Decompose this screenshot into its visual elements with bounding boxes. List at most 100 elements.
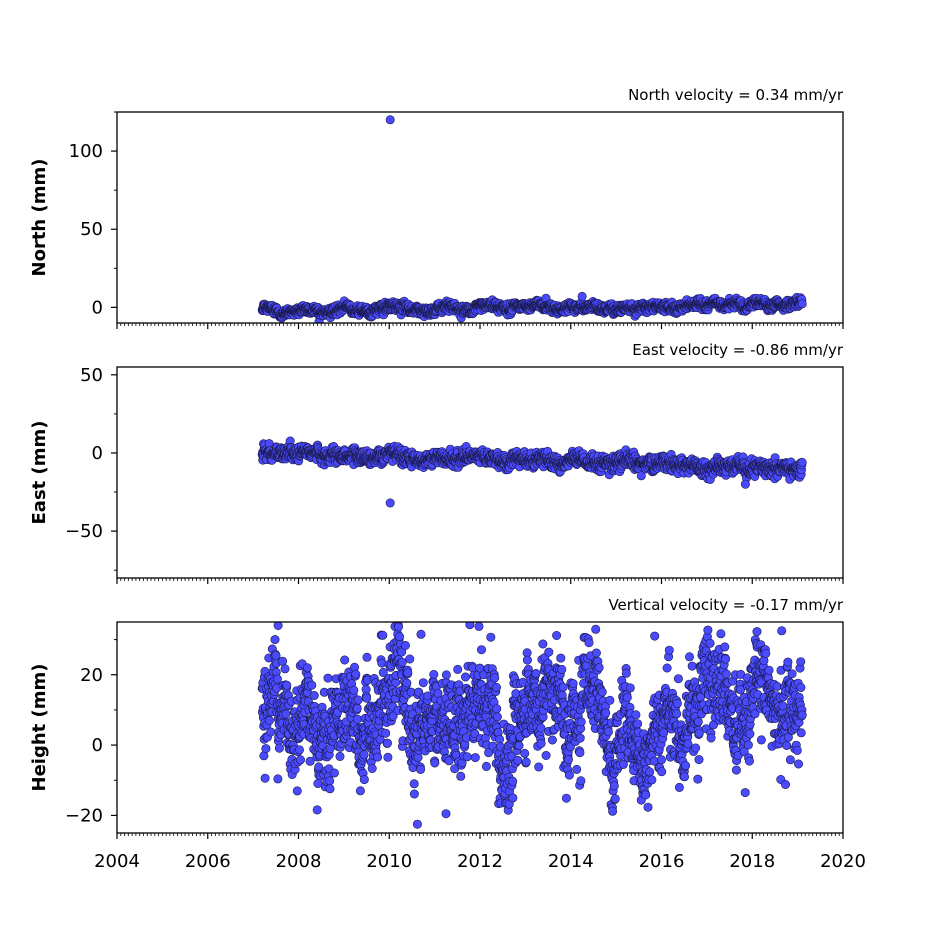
data-point (394, 631, 404, 641)
data-point (274, 743, 284, 753)
data-point (325, 776, 335, 786)
data-point (476, 645, 486, 655)
data-point (355, 786, 365, 796)
data-point (444, 756, 454, 766)
height-data-points (257, 613, 807, 829)
data-point (353, 695, 363, 705)
data-point (492, 712, 502, 722)
data-point (302, 663, 312, 673)
y-tick-label: 0 (92, 297, 103, 318)
y-tick-label: 100 (69, 141, 103, 162)
outlier-point (385, 498, 395, 508)
data-point (359, 750, 369, 760)
data-point (400, 640, 410, 650)
data-point (453, 664, 463, 674)
data-point (636, 471, 646, 481)
data-point (282, 680, 292, 690)
data-point (325, 784, 335, 794)
data-point (362, 652, 372, 662)
data-point (409, 789, 419, 799)
data-point (490, 673, 500, 683)
data-point (397, 657, 407, 667)
data-point (433, 688, 443, 698)
data-point (278, 656, 288, 666)
data-point (513, 755, 523, 765)
data-point (352, 703, 362, 713)
data-point (536, 723, 546, 733)
panel-north: 0 50 100 North velocity = 0.34 mm/yr North (… (29, 86, 844, 329)
data-point (514, 741, 524, 751)
data-point (508, 793, 518, 803)
data-point (281, 709, 291, 719)
data-point (520, 748, 530, 758)
data-point (295, 755, 305, 765)
east-y-axis-label: East (mm) (29, 421, 50, 525)
east-data-points (257, 436, 807, 508)
y-tick-label: −50 (65, 521, 103, 542)
data-point (402, 678, 412, 688)
data-point (393, 622, 403, 632)
data-point (378, 667, 388, 677)
y-tick-label: 50 (80, 219, 103, 240)
data-point (441, 670, 451, 680)
data-point (312, 805, 322, 815)
data-point (495, 734, 505, 744)
data-point (377, 658, 387, 668)
north-axes-frame (116, 111, 844, 324)
data-point (470, 753, 480, 763)
data-point (405, 654, 415, 664)
data-point (460, 672, 470, 682)
data-point (465, 622, 475, 630)
data-point (261, 744, 271, 754)
north-data-points (257, 115, 807, 323)
data-point (351, 669, 361, 679)
data-point (292, 786, 302, 796)
data-point (373, 752, 383, 762)
north-velocity-title: North velocity = 0.34 mm/yr (628, 86, 844, 104)
data-point (272, 674, 282, 684)
data-point (481, 761, 491, 771)
data-point (430, 758, 440, 768)
data-point (491, 682, 501, 692)
outlier-point (385, 115, 395, 125)
data-point (280, 664, 290, 674)
data-point (416, 764, 426, 774)
data-point (329, 768, 339, 778)
data-point (462, 752, 472, 762)
data-point (403, 668, 413, 678)
north-y-axis-label: North (mm) (29, 159, 50, 277)
data-point (418, 678, 428, 688)
data-point (388, 711, 398, 721)
data-point (522, 655, 532, 665)
data-point (273, 774, 283, 784)
data-point (266, 727, 276, 737)
y-tick-label: 50 (80, 365, 103, 386)
data-point (367, 763, 377, 773)
data-point (264, 716, 274, 726)
data-point (534, 762, 544, 772)
data-point (456, 771, 466, 781)
data-point (536, 738, 546, 748)
data-point (395, 613, 403, 621)
data-point (335, 751, 345, 761)
data-point (797, 299, 807, 309)
data-point (484, 748, 494, 758)
data-point (538, 639, 548, 649)
data-point (382, 738, 392, 748)
data-point (531, 668, 541, 678)
data-point (474, 622, 484, 631)
data-point (307, 680, 317, 690)
data-point (383, 752, 393, 762)
data-point (270, 635, 280, 645)
data-point (508, 776, 518, 786)
data-point (381, 728, 391, 738)
data-point (544, 647, 554, 657)
data-point (492, 704, 502, 714)
data-point (323, 673, 333, 683)
data-point (429, 669, 439, 679)
data-point (521, 757, 531, 767)
data-point (309, 690, 319, 700)
data-point (362, 693, 372, 703)
